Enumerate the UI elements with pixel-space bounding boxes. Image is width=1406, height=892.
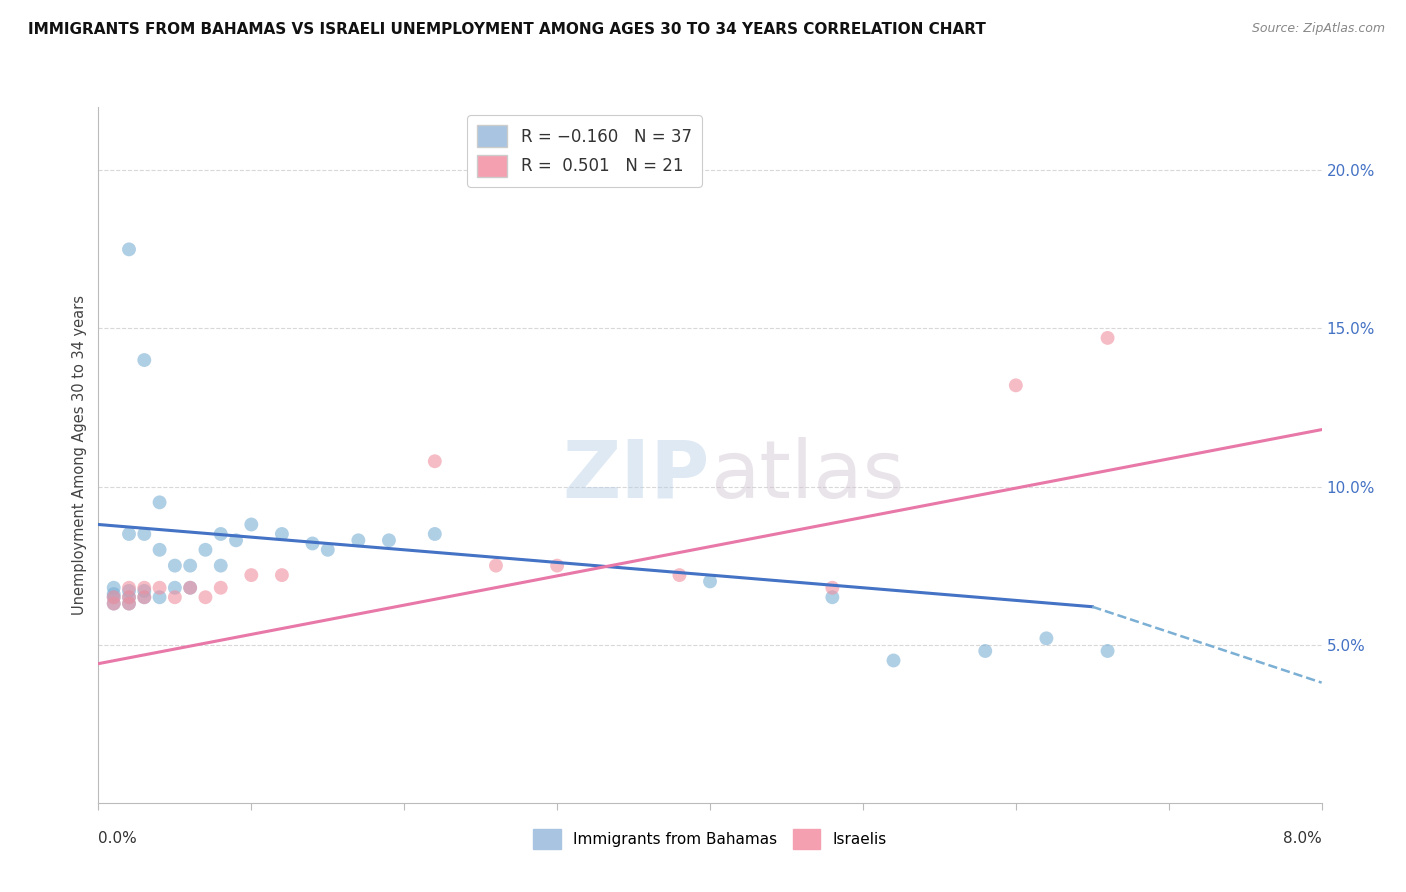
Point: [118, 583, 141, 598]
Point: [163, 591, 186, 605]
Point: [103, 581, 125, 595]
Point: [149, 581, 172, 595]
Point: [149, 542, 172, 557]
Point: [316, 542, 339, 557]
Point: [240, 517, 263, 532]
Text: 0.0%: 0.0%: [98, 830, 138, 846]
Point: [1097, 331, 1119, 345]
Point: [883, 653, 905, 667]
Point: [118, 591, 141, 605]
Point: [134, 583, 156, 598]
Point: [209, 581, 232, 595]
Point: [179, 558, 201, 573]
Point: [378, 533, 401, 548]
Point: [118, 581, 141, 595]
Point: [270, 527, 294, 541]
Point: [225, 533, 247, 548]
Point: [118, 591, 141, 605]
Point: [118, 597, 141, 611]
Point: [240, 568, 263, 582]
Point: [134, 591, 156, 605]
Point: [134, 527, 156, 541]
Point: [423, 527, 446, 541]
Text: atlas: atlas: [710, 437, 904, 515]
Text: Source: ZipAtlas.com: Source: ZipAtlas.com: [1251, 22, 1385, 36]
Point: [974, 644, 997, 658]
Point: [1004, 378, 1026, 392]
Point: [149, 591, 172, 605]
Point: [301, 536, 323, 550]
Point: [103, 591, 125, 605]
Point: [270, 568, 294, 582]
Point: [423, 454, 446, 468]
Point: [1097, 644, 1119, 658]
Point: [194, 591, 217, 605]
Point: [194, 542, 217, 557]
Point: [668, 568, 690, 582]
Point: [134, 581, 156, 595]
Point: [163, 558, 186, 573]
Legend: Immigrants from Bahamas, Israelis: Immigrants from Bahamas, Israelis: [524, 820, 896, 858]
Text: ZIP: ZIP: [562, 437, 710, 515]
Point: [209, 527, 232, 541]
Text: 8.0%: 8.0%: [1282, 830, 1322, 846]
Point: [103, 597, 125, 611]
Point: [821, 591, 844, 605]
Point: [118, 597, 141, 611]
Point: [179, 581, 201, 595]
Point: [347, 533, 370, 548]
Point: [149, 495, 172, 509]
Point: [209, 558, 232, 573]
Y-axis label: Unemployment Among Ages 30 to 34 years: Unemployment Among Ages 30 to 34 years: [72, 295, 87, 615]
Point: [103, 597, 125, 611]
Point: [699, 574, 721, 589]
Text: IMMIGRANTS FROM BAHAMAS VS ISRAELI UNEMPLOYMENT AMONG AGES 30 TO 34 YEARS CORREL: IMMIGRANTS FROM BAHAMAS VS ISRAELI UNEMP…: [28, 22, 986, 37]
Point: [485, 558, 508, 573]
Point: [118, 243, 141, 257]
Point: [103, 587, 125, 601]
Point: [163, 581, 186, 595]
Point: [134, 353, 156, 368]
Point: [179, 581, 201, 595]
Point: [546, 558, 568, 573]
Point: [134, 591, 156, 605]
Point: [1035, 632, 1057, 646]
Point: [103, 591, 125, 605]
Point: [118, 527, 141, 541]
Point: [821, 581, 844, 595]
